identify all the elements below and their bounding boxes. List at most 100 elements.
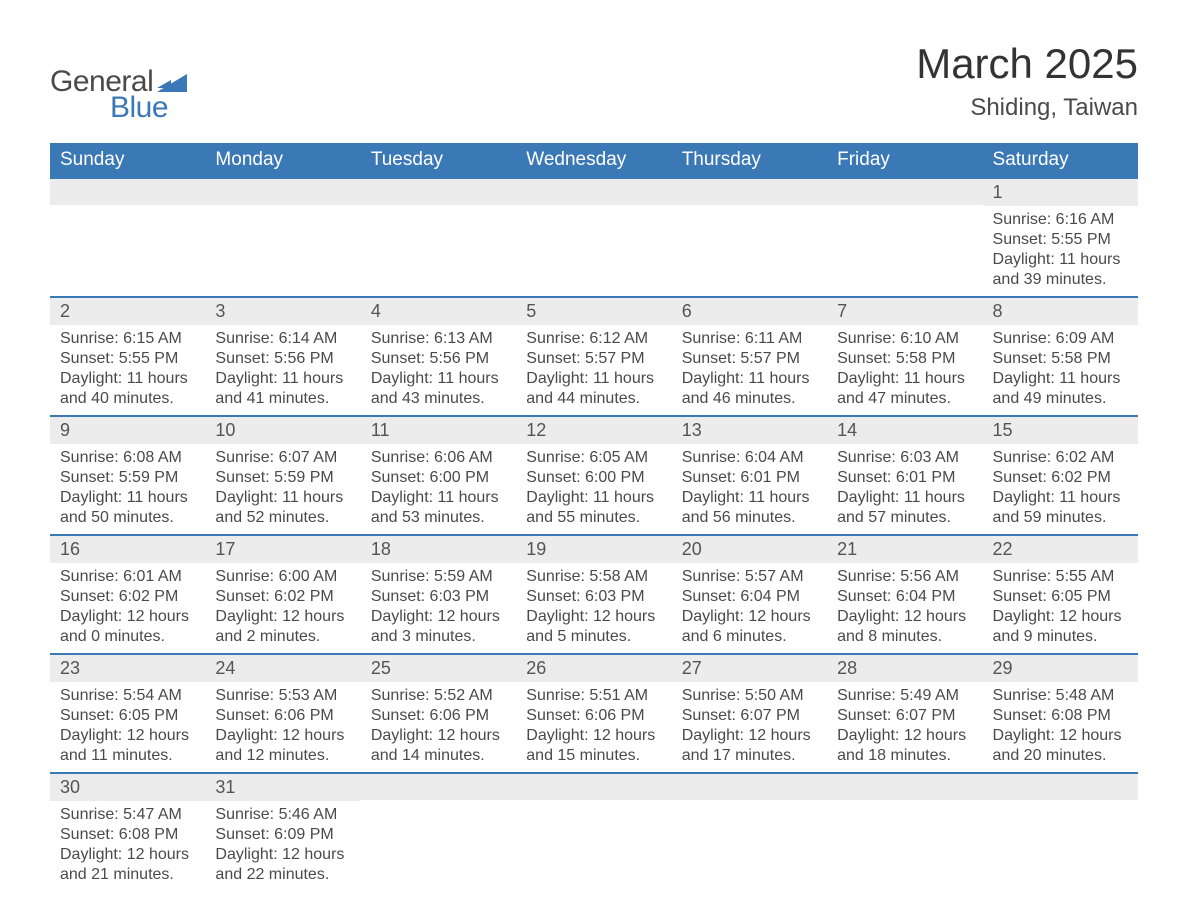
- sunrise-line: Sunrise: 6:04 AM: [682, 448, 817, 468]
- sunset-line: Sunset: 6:09 PM: [215, 825, 350, 845]
- calendar-day-cell: 19Sunrise: 5:58 AMSunset: 6:03 PMDayligh…: [516, 535, 671, 654]
- calendar-day-cell: 1Sunrise: 6:16 AMSunset: 5:55 PMDaylight…: [983, 178, 1138, 297]
- daylight-line: Daylight: 11 hours and 59 minutes.: [993, 488, 1128, 528]
- sunrise-line: Sunrise: 6:16 AM: [993, 210, 1128, 230]
- calendar-week-row: 1Sunrise: 6:16 AMSunset: 5:55 PMDaylight…: [50, 178, 1138, 297]
- sunset-label: Sunset:: [371, 707, 430, 724]
- sunset-value: 6:09 PM: [274, 826, 334, 843]
- day-body: Sunrise: 5:52 AMSunset: 6:06 PMDaylight:…: [361, 682, 516, 772]
- day-number: 16: [50, 536, 205, 563]
- sunset-line: Sunset: 6:08 PM: [993, 706, 1128, 726]
- sunrise-value: 5:49 AM: [900, 687, 959, 704]
- sunset-label: Sunset:: [371, 350, 430, 367]
- location: Shiding, Taiwan: [916, 94, 1138, 122]
- sunset-label: Sunset:: [993, 707, 1052, 724]
- calendar-day-cell: [50, 178, 205, 297]
- day-body: Sunrise: 6:07 AMSunset: 5:59 PMDaylight:…: [205, 444, 360, 534]
- day-number: 19: [516, 536, 671, 563]
- day-body: Sunrise: 5:58 AMSunset: 6:03 PMDaylight:…: [516, 563, 671, 653]
- sunset-value: 6:02 PM: [274, 588, 334, 605]
- sunrise-value: 5:56 AM: [900, 568, 959, 585]
- sunset-line: Sunset: 5:58 PM: [837, 349, 972, 369]
- sunset-label: Sunset:: [682, 469, 741, 486]
- day-number: 31: [205, 774, 360, 801]
- daylight-line: Daylight: 12 hours and 12 minutes.: [215, 726, 350, 766]
- day-body: Sunrise: 6:00 AMSunset: 6:02 PMDaylight:…: [205, 563, 360, 653]
- sunrise-line: Sunrise: 5:56 AM: [837, 567, 972, 587]
- sunset-label: Sunset:: [60, 707, 119, 724]
- day-number-bar: [205, 179, 360, 205]
- daylight-label: Daylight:: [371, 727, 438, 744]
- sunrise-label: Sunrise:: [60, 330, 123, 347]
- day-body: Sunrise: 6:04 AMSunset: 6:01 PMDaylight:…: [672, 444, 827, 534]
- sunrise-value: 6:10 AM: [900, 330, 959, 347]
- daylight-label: Daylight:: [837, 489, 904, 506]
- daylight-line: Daylight: 11 hours and 55 minutes.: [526, 488, 661, 528]
- sunset-label: Sunset:: [993, 231, 1052, 248]
- sunrise-label: Sunrise:: [215, 806, 278, 823]
- calendar-day-cell: [827, 773, 982, 891]
- sunrise-line: Sunrise: 5:50 AM: [682, 686, 817, 706]
- day-body: Sunrise: 5:57 AMSunset: 6:04 PMDaylight:…: [672, 563, 827, 653]
- sunrise-label: Sunrise:: [526, 568, 589, 585]
- sunrise-label: Sunrise:: [60, 687, 123, 704]
- sunrise-line: Sunrise: 5:57 AM: [682, 567, 817, 587]
- sunrise-line: Sunrise: 6:08 AM: [60, 448, 195, 468]
- day-body: Sunrise: 6:13 AMSunset: 5:56 PMDaylight:…: [361, 325, 516, 415]
- sunset-line: Sunset: 5:57 PM: [682, 349, 817, 369]
- daylight-label: Daylight:: [526, 370, 593, 387]
- sunrise-line: Sunrise: 5:53 AM: [215, 686, 350, 706]
- daylight-label: Daylight:: [837, 608, 904, 625]
- calendar-day-cell: 27Sunrise: 5:50 AMSunset: 6:07 PMDayligh…: [672, 654, 827, 773]
- sunrise-value: 6:08 AM: [123, 449, 182, 466]
- sunrise-value: 5:58 AM: [589, 568, 648, 585]
- sunrise-label: Sunrise:: [993, 687, 1056, 704]
- sunrise-label: Sunrise:: [215, 330, 278, 347]
- sunset-line: Sunset: 6:02 PM: [993, 468, 1128, 488]
- sunset-label: Sunset:: [993, 469, 1052, 486]
- sunrise-label: Sunrise:: [60, 449, 123, 466]
- sunset-value: 5:55 PM: [1051, 231, 1111, 248]
- day-body: [361, 800, 516, 820]
- daylight-label: Daylight:: [682, 608, 749, 625]
- daylight-label: Daylight:: [682, 489, 749, 506]
- day-body: [827, 800, 982, 820]
- sunset-label: Sunset:: [371, 469, 430, 486]
- daylight-line: Daylight: 11 hours and 46 minutes.: [682, 369, 817, 409]
- sunset-line: Sunset: 5:57 PM: [526, 349, 661, 369]
- calendar-day-cell: 13Sunrise: 6:04 AMSunset: 6:01 PMDayligh…: [672, 416, 827, 535]
- sunset-value: 6:05 PM: [119, 707, 179, 724]
- day-number: 17: [205, 536, 360, 563]
- sunrise-label: Sunrise:: [60, 806, 123, 823]
- sunset-line: Sunset: 6:02 PM: [60, 587, 195, 607]
- day-number: 8: [983, 298, 1138, 325]
- day-number-bar: [516, 774, 671, 800]
- sunrise-line: Sunrise: 5:52 AM: [371, 686, 506, 706]
- calendar-day-cell: [672, 773, 827, 891]
- daylight-line: Daylight: 12 hours and 6 minutes.: [682, 607, 817, 647]
- daylight-label: Daylight:: [60, 370, 127, 387]
- sunrise-label: Sunrise:: [682, 568, 745, 585]
- sunrise-line: Sunrise: 6:07 AM: [215, 448, 350, 468]
- calendar-day-cell: 31Sunrise: 5:46 AMSunset: 6:09 PMDayligh…: [205, 773, 360, 891]
- sunset-label: Sunset:: [837, 588, 896, 605]
- daylight-line: Daylight: 12 hours and 11 minutes.: [60, 726, 195, 766]
- sunset-label: Sunset:: [837, 350, 896, 367]
- sunset-line: Sunset: 6:06 PM: [371, 706, 506, 726]
- calendar-day-cell: 11Sunrise: 6:06 AMSunset: 6:00 PMDayligh…: [361, 416, 516, 535]
- sunset-line: Sunset: 6:06 PM: [215, 706, 350, 726]
- day-number: 30: [50, 774, 205, 801]
- sunrise-label: Sunrise:: [682, 449, 745, 466]
- daylight-label: Daylight:: [215, 489, 282, 506]
- day-number: 28: [827, 655, 982, 682]
- daylight-label: Daylight:: [215, 727, 282, 744]
- daylight-label: Daylight:: [993, 251, 1060, 268]
- day-number: 29: [983, 655, 1138, 682]
- calendar-day-cell: 5Sunrise: 6:12 AMSunset: 5:57 PMDaylight…: [516, 297, 671, 416]
- day-body: Sunrise: 6:11 AMSunset: 5:57 PMDaylight:…: [672, 325, 827, 415]
- calendar-day-cell: [672, 178, 827, 297]
- day-body: Sunrise: 5:59 AMSunset: 6:03 PMDaylight:…: [361, 563, 516, 653]
- sunrise-line: Sunrise: 6:12 AM: [526, 329, 661, 349]
- weekday-header: Monday: [205, 143, 360, 178]
- calendar-day-cell: 12Sunrise: 6:05 AMSunset: 6:00 PMDayligh…: [516, 416, 671, 535]
